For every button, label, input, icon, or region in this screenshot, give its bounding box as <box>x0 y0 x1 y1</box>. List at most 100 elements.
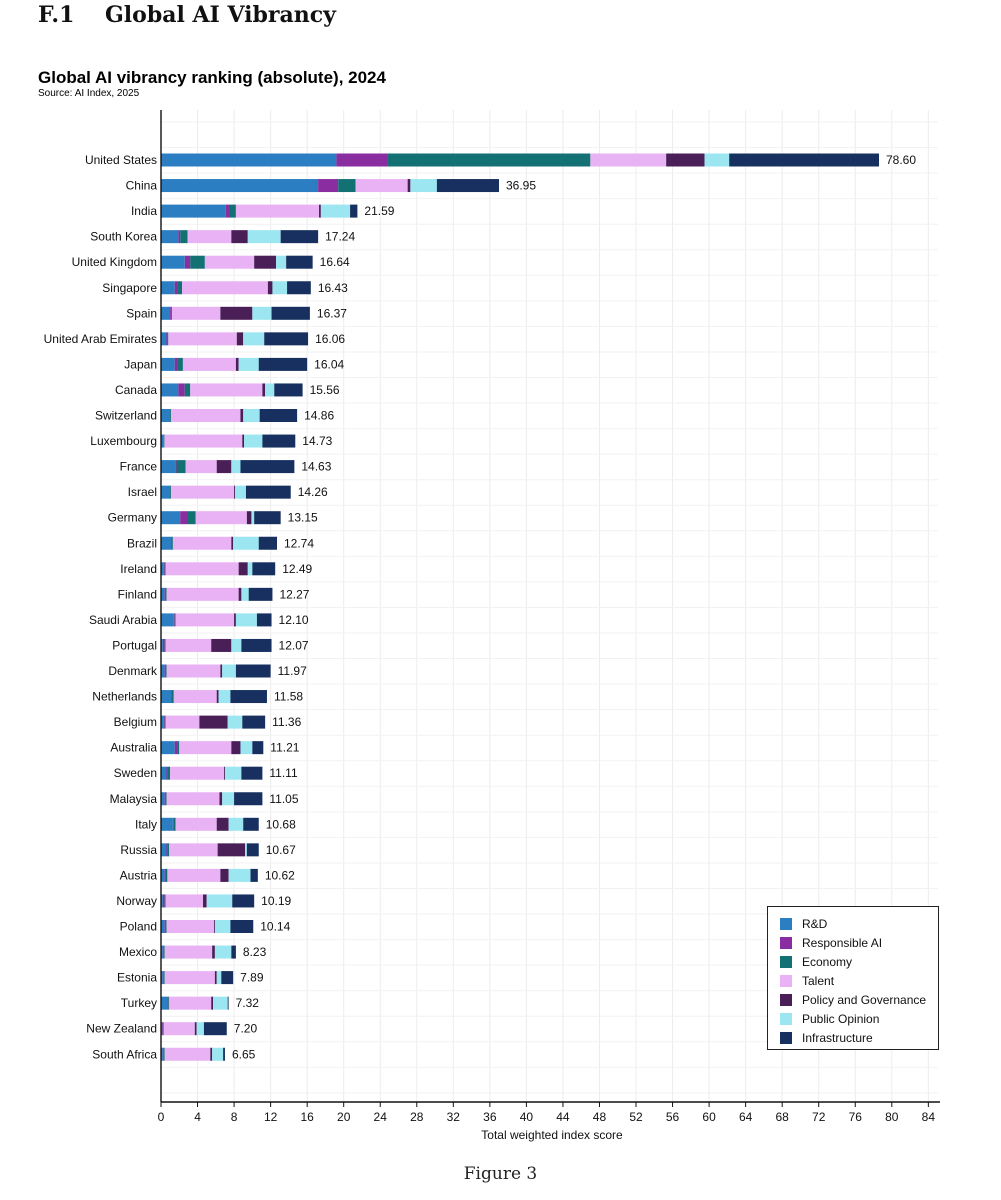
bar-segment <box>162 945 164 959</box>
bar-segment <box>161 332 167 346</box>
bar-segment <box>170 306 172 320</box>
bar-segment <box>171 409 241 422</box>
bar-segment <box>187 230 232 244</box>
legend-item: Economy <box>780 952 938 971</box>
value-label: 8.23 <box>243 945 267 959</box>
bar-segment <box>243 409 260 422</box>
bar-segment <box>165 587 167 601</box>
category-label: Japan <box>124 357 157 371</box>
stacked-bar-chart: United States China India South Korea United… <box>44 110 940 1142</box>
bar-segment <box>235 357 239 371</box>
value-label: 6.65 <box>232 1047 256 1061</box>
x-tick-label: 52 <box>629 1110 643 1124</box>
bar-segment <box>203 894 207 908</box>
bar-segment <box>164 920 166 933</box>
bar-segment <box>231 741 241 755</box>
bar-segment <box>171 485 235 499</box>
bar-segment <box>241 638 272 652</box>
category-label: United Kingdom <box>72 255 157 269</box>
value-label: 17.24 <box>325 230 355 244</box>
bar-segment <box>199 715 228 729</box>
bar-segment <box>228 817 244 831</box>
x-tick-label: 16 <box>300 1110 314 1124</box>
bar-segment <box>164 587 166 601</box>
bar-segment <box>165 664 167 678</box>
bar-segment <box>161 230 179 244</box>
bar-segment <box>175 817 217 831</box>
bar-segment <box>240 409 244 422</box>
bar-segment <box>216 817 229 831</box>
bar-segment <box>262 434 296 448</box>
bar-segment <box>227 715 243 729</box>
bar-segment <box>231 536 234 550</box>
category-label: Canada <box>115 383 157 397</box>
category-label: Norway <box>116 894 157 908</box>
bar-segment <box>185 460 217 474</box>
bar-segment <box>212 945 215 959</box>
category-label: Singapore <box>102 281 157 295</box>
bar-segment <box>214 920 231 933</box>
x-tick-label: 20 <box>337 1110 351 1124</box>
legend-item: Public Opinion <box>780 1009 938 1028</box>
bar-segment <box>161 613 174 627</box>
bar-segment <box>259 409 298 422</box>
bar-segment <box>169 996 212 1010</box>
bar-segment <box>180 511 188 525</box>
bar-segment <box>166 664 221 678</box>
bar-segment <box>336 153 388 167</box>
category-label: United Arab Emirates <box>44 332 157 346</box>
bar-segment <box>171 306 172 320</box>
bar-segment <box>229 204 236 218</box>
bar-segment <box>243 817 259 831</box>
bar-segment <box>164 971 215 985</box>
bar-segment <box>173 613 175 627</box>
x-tick-label: 60 <box>702 1110 716 1124</box>
bar-segment <box>224 766 225 780</box>
bar-segment <box>166 792 220 806</box>
bar-segment <box>410 179 437 193</box>
bar-segment <box>161 460 176 474</box>
bar-segment <box>178 383 185 397</box>
value-label: 11.11 <box>269 766 298 780</box>
bar-segment <box>234 792 263 806</box>
bar-segment <box>436 179 499 193</box>
bar-segment <box>173 817 176 831</box>
value-label: 12.49 <box>282 562 312 576</box>
legend-item: Infrastructure <box>780 1028 938 1047</box>
bar-segment <box>161 587 165 601</box>
bar-segment <box>286 255 313 269</box>
legend-label: Economy <box>802 954 853 969</box>
chart-title: Global AI vibrancy ranking (absolute), 2… <box>38 68 386 87</box>
x-axis-label: Total weighted index score <box>481 1128 623 1142</box>
category-label: South Africa <box>92 1047 157 1061</box>
x-tick-label: 32 <box>447 1110 461 1124</box>
bar-segment <box>175 460 177 474</box>
value-labels: 78.60 36.95 21.59 17.24 16.64 16.43 16.37 16.06… <box>232 153 916 1061</box>
bar-segment <box>161 153 337 167</box>
legend-label: Public Opinion <box>802 1011 880 1026</box>
bar-segment <box>164 434 243 448</box>
legend-item: Responsible AI <box>780 933 938 952</box>
bar-segment <box>161 843 167 857</box>
value-label: 16.64 <box>320 255 350 269</box>
chart-source: Source: AI Index, 2025 <box>38 88 140 99</box>
x-tick-label: 28 <box>410 1110 424 1124</box>
x-tick-label: 40 <box>520 1110 534 1124</box>
bar-segment <box>164 638 166 652</box>
bar-segment <box>187 511 196 525</box>
bar-segment <box>246 511 252 525</box>
bar-segment <box>247 562 253 576</box>
value-label: 15.56 <box>310 383 340 397</box>
category-label: Denmark <box>108 664 158 678</box>
bar-segment <box>220 664 223 678</box>
bar-segment <box>161 562 164 576</box>
bar-segment <box>590 153 667 167</box>
value-label: 16.37 <box>317 306 347 320</box>
bar-segment <box>238 587 242 601</box>
bar-segment <box>184 383 191 397</box>
bar-segment <box>231 638 242 652</box>
value-label: 11.58 <box>274 690 303 704</box>
grid-lines <box>160 110 938 1102</box>
legend-item: Talent <box>780 971 938 990</box>
bar-segment <box>350 204 358 218</box>
